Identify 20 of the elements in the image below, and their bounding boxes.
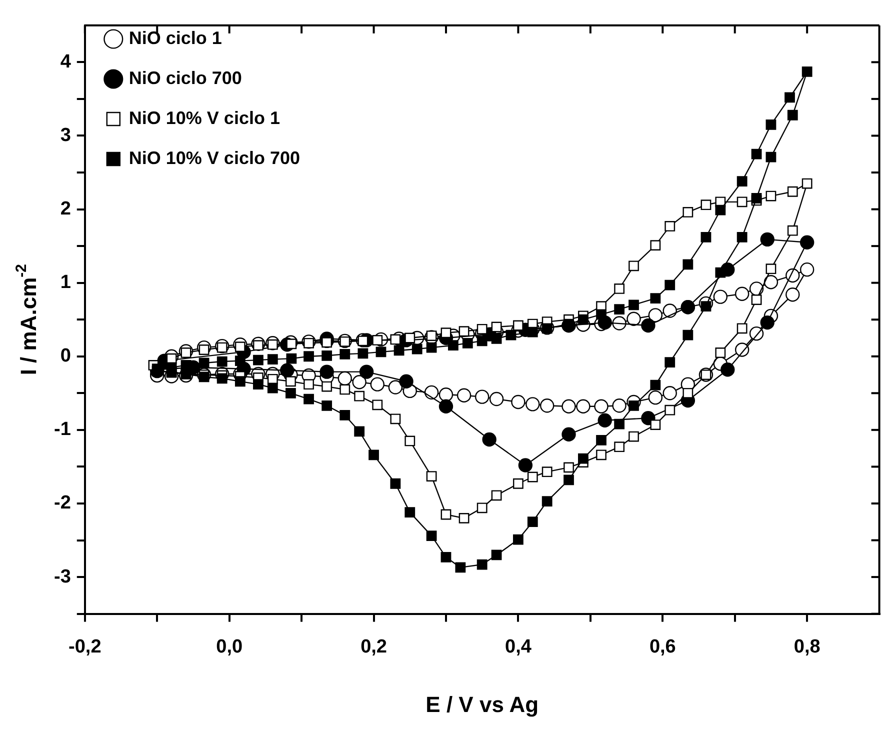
y-tick-label: 3	[60, 124, 71, 146]
y-tick-label: 4	[60, 51, 72, 72]
y-tick-label: -2	[54, 492, 71, 514]
x-tick-label: 0,2	[360, 636, 387, 658]
y-tick-label: 2	[60, 198, 71, 220]
y-tick-label: 0	[60, 346, 71, 367]
x-tick-label: 0,4	[504, 636, 532, 658]
x-tick-label: -0,2	[68, 636, 102, 658]
y-axis-title: I / mA.cm-2	[13, 264, 42, 376]
x-tick-label: 0,8	[794, 636, 820, 658]
y-tick-label: -1	[54, 419, 72, 440]
x-tick-label: 0,6	[649, 636, 676, 658]
y-tick-label: 1	[60, 272, 72, 294]
x-tick-label: 0,0	[216, 636, 243, 658]
x-axis-title: E / V vs Ag	[426, 692, 539, 717]
legend-label: NiO ciclo 1	[128, 28, 222, 48]
legend-label: NiO 10% V ciclo 700	[128, 148, 300, 168]
legend-label: NiO 10% V ciclo 1	[128, 108, 280, 128]
y-tick-label: -3	[54, 566, 71, 588]
legend-label: NiO ciclo 700	[128, 68, 242, 88]
